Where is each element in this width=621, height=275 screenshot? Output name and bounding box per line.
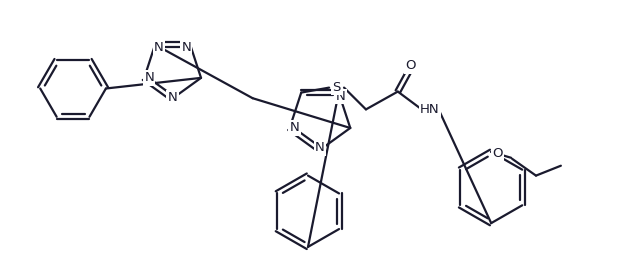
- Text: N: N: [336, 90, 345, 103]
- Text: O: O: [492, 147, 502, 160]
- Text: N: N: [144, 72, 154, 84]
- Text: N: N: [290, 122, 299, 134]
- Text: HN: HN: [420, 103, 440, 116]
- Text: N: N: [154, 41, 164, 54]
- Text: N: N: [168, 91, 178, 104]
- Text: O: O: [406, 59, 416, 72]
- Text: N: N: [181, 41, 191, 54]
- Text: S: S: [332, 81, 340, 94]
- Text: N: N: [315, 141, 325, 154]
